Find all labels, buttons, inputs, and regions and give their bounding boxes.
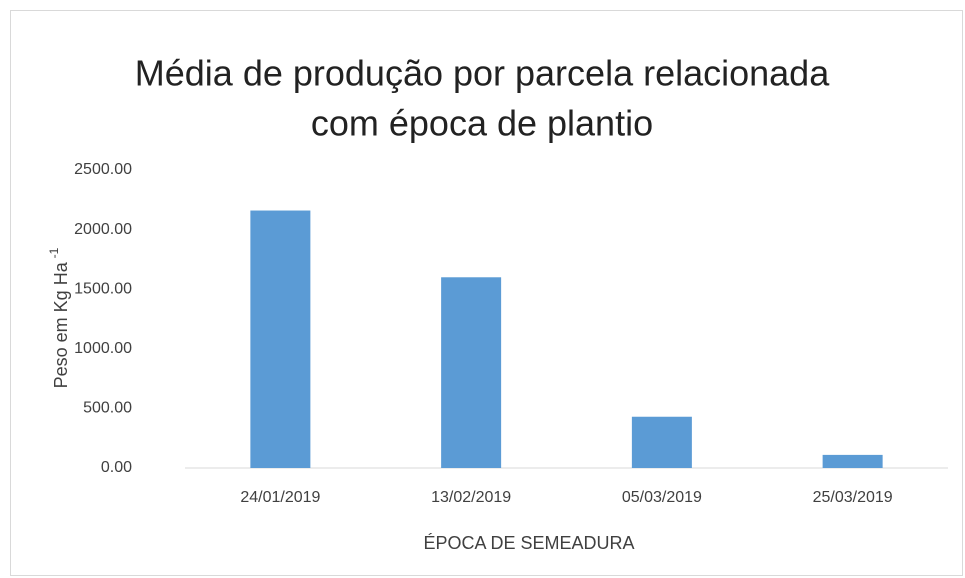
x-tick-label: 13/02/2019: [431, 489, 511, 506]
y-tick-label: 500.00: [83, 400, 132, 417]
chart-title: com época de plantio: [311, 103, 653, 144]
x-axis-title: ÉPOCA DE SEMEADURA: [423, 533, 634, 553]
y-axis-title-superscript: -1: [47, 247, 61, 258]
chart-title: Média de produção por parcela relacionad…: [135, 53, 830, 94]
x-tick-label: 24/01/2019: [240, 489, 320, 506]
x-tick-label: 05/03/2019: [622, 489, 702, 506]
x-tick-label: 25/03/2019: [813, 489, 893, 506]
y-tick-label: 0.00: [101, 459, 132, 476]
y-tick-label: 1000.00: [74, 340, 132, 357]
y-axis-title-text: Peso em Kg Ha: [51, 261, 71, 388]
y-axis-title: Peso em Kg Ha -1: [47, 247, 71, 388]
y-tick-label: 1500.00: [74, 280, 132, 297]
bar: [441, 277, 502, 468]
bar: [631, 416, 692, 468]
y-tick-label: 2500.00: [74, 161, 132, 178]
bar: [822, 454, 883, 468]
y-tick-label: 2000.00: [74, 221, 132, 238]
bar: [250, 210, 311, 468]
